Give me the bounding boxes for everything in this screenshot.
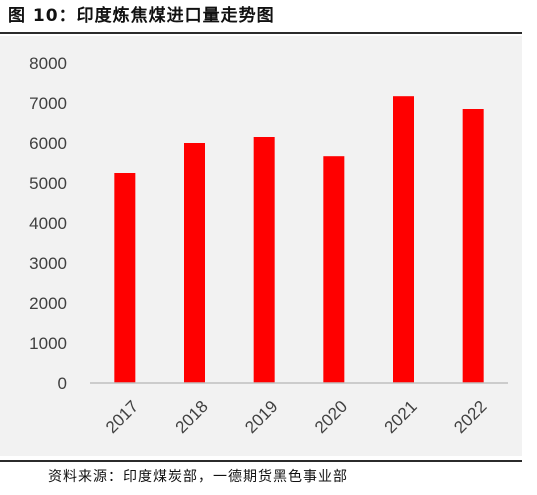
y-tick-label: 4000 bbox=[29, 214, 67, 233]
y-tick-label: 2000 bbox=[29, 294, 67, 313]
bar-2019 bbox=[253, 137, 275, 383]
bar-2020 bbox=[323, 156, 345, 383]
chart-title: 图 10：印度炼焦煤进口量走势图 bbox=[8, 6, 275, 26]
source-note: 资料来源：印度煤炭部，一德期货黑色事业部 bbox=[48, 469, 348, 485]
y-tick-label: 7000 bbox=[29, 94, 67, 113]
title-divider bbox=[0, 32, 522, 34]
source-divider bbox=[0, 460, 522, 462]
y-tick-label: 5000 bbox=[29, 174, 67, 193]
y-tick-label: 0 bbox=[58, 374, 67, 393]
bar-2022 bbox=[462, 109, 484, 383]
y-axis: 0 1000 2000 3000 4000 5000 6000 7000 8000 bbox=[29, 54, 67, 393]
y-tick-label: 8000 bbox=[29, 54, 67, 73]
bar-2018 bbox=[184, 143, 205, 383]
bar-2021 bbox=[393, 96, 414, 383]
bar-2017 bbox=[114, 173, 136, 383]
y-tick-label: 6000 bbox=[29, 134, 67, 153]
y-tick-label: 3000 bbox=[29, 254, 67, 273]
y-tick-label: 1000 bbox=[29, 334, 67, 353]
bar-series bbox=[114, 96, 484, 383]
